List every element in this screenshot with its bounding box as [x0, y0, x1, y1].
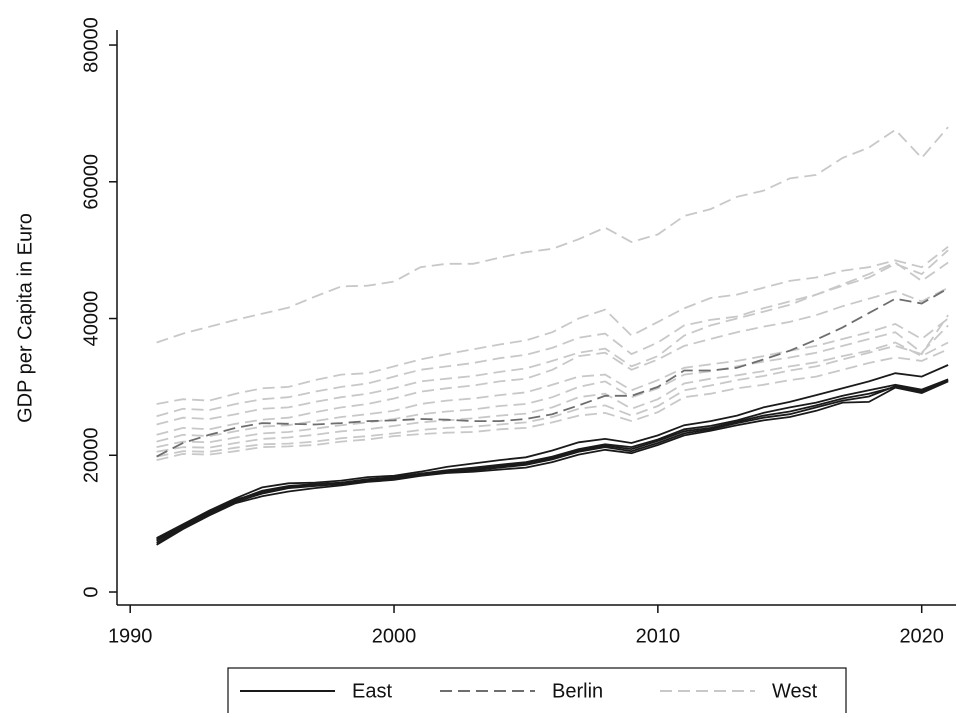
series-line [156, 314, 949, 458]
series-line [156, 126, 949, 344]
series-line [156, 378, 949, 542]
x-tick-label: 2010 [636, 625, 681, 647]
series-line [156, 245, 949, 405]
y-tick-label: 60000 [80, 154, 102, 210]
y-tick-label: 80000 [80, 17, 102, 73]
series-line [156, 286, 949, 436]
y-tick-label: 0 [80, 586, 102, 597]
series-line [156, 379, 949, 541]
y-axis-label: GDP per Capita in Euro [14, 213, 36, 423]
y-tick-label: 40000 [80, 291, 102, 347]
series-line [156, 364, 949, 539]
series-line [156, 317, 949, 443]
legend-box [227, 667, 847, 718]
legend-label: West [772, 680, 818, 702]
x-tick-label: 1990 [108, 625, 153, 647]
series-line [156, 348, 949, 461]
series-line [156, 380, 949, 546]
x-tick-label: 2000 [372, 625, 417, 647]
series-line [156, 287, 949, 458]
legend-label: Berlin [552, 680, 603, 702]
series-line [156, 341, 949, 453]
x-tick-label: 2020 [899, 625, 944, 647]
y-tick-label: 20000 [80, 427, 102, 483]
legend-label: East [352, 680, 392, 702]
series-line [156, 261, 949, 426]
series-line [156, 324, 949, 448]
